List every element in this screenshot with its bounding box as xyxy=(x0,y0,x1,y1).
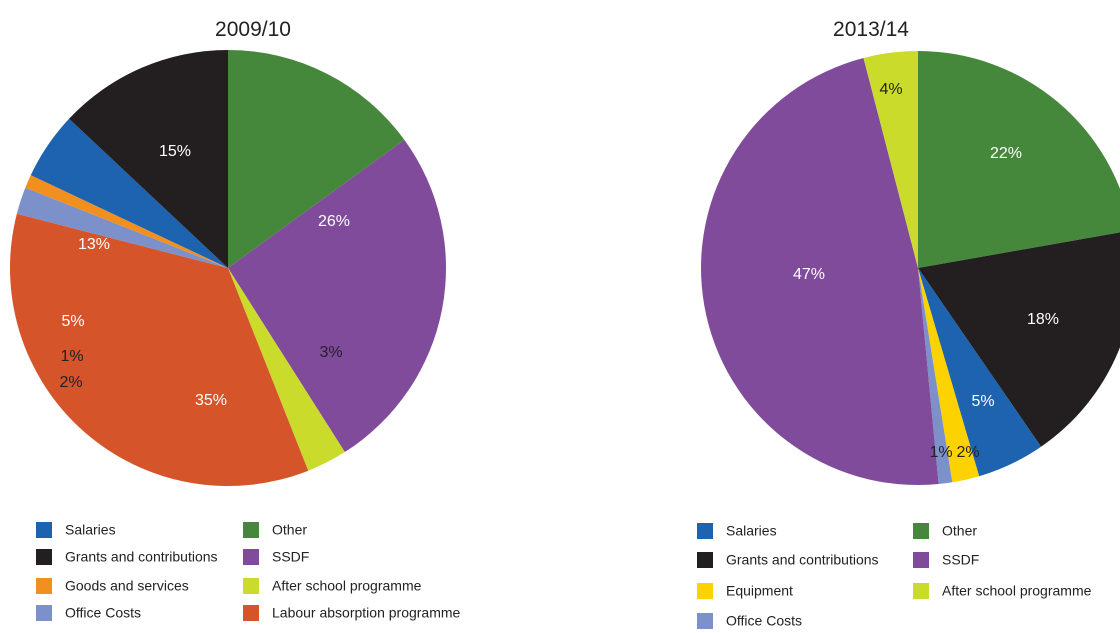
pie-slice-salaries xyxy=(30,118,228,269)
chart-title-2009-10: 2009/10 xyxy=(215,18,291,41)
legend-label-other: Other xyxy=(942,523,977,539)
slice-label-ssdf: 47% xyxy=(793,266,825,283)
legend-label-office-costs: Office Costs xyxy=(726,613,802,629)
slice-label-other: 15% xyxy=(159,143,191,160)
pie-slice-equipment xyxy=(918,268,980,483)
slice-label-after-school-programme: 3% xyxy=(319,344,342,361)
legend-label-salaries: Salaries xyxy=(65,522,116,538)
slice-label-salaries: 5% xyxy=(971,393,994,410)
slice-label-salaries: 5% xyxy=(61,313,84,330)
pie-slice-office-costs xyxy=(16,187,228,268)
pie-slice-after-school-programme xyxy=(228,268,345,471)
legend-label-ssdf: SSDF xyxy=(942,552,979,568)
slice-label-other: 22% xyxy=(990,145,1022,162)
pie-slice-grants-and-contributions xyxy=(918,232,1120,447)
legend-label-ssdf: SSDF xyxy=(272,549,309,565)
legend-swatch-equipment xyxy=(697,583,713,599)
legend-swatch-ssdf xyxy=(243,549,259,565)
pie-slice-ssdf xyxy=(228,139,447,453)
chart-title-2013-14: 2013/14 xyxy=(833,18,909,41)
legend-label-grants-and-contributions: Grants and contributions xyxy=(726,552,879,568)
slice-label-equipment: 2% xyxy=(956,444,979,461)
legend-label-grants-and-contributions: Grants and contributions xyxy=(65,549,218,565)
pie-slice-labour-absorption-programme xyxy=(10,213,309,486)
pie-slice-goods-and-services xyxy=(25,175,229,268)
legend-swatch-ssdf xyxy=(913,552,929,568)
legend-label-goods-and-services: Goods and services xyxy=(65,578,189,594)
legend-label-other: Other xyxy=(272,522,307,538)
slice-label-after-school-programme: 4% xyxy=(879,81,902,98)
slice-label-goods-and-services: 1% xyxy=(60,348,83,365)
slice-label-grants-and-contributions: 13% xyxy=(78,236,110,253)
slice-label-ssdf: 26% xyxy=(318,213,350,230)
pie-slice-other xyxy=(918,51,1120,268)
legend-2013-14: Salaries Grants and contributions Equipmen… xyxy=(697,523,1092,629)
pie-2009-10: 15% 26% 3% 35% 2% 1% 5% 13% xyxy=(10,49,447,486)
legend-swatch-office-costs xyxy=(697,613,713,629)
pie-slice-office-costs xyxy=(918,268,953,485)
legend-label-equipment: Equipment xyxy=(726,583,793,599)
legend-swatch-after-school-programme xyxy=(243,578,259,594)
legend-2009-10: Salaries Grants and contributions Goods an… xyxy=(36,522,461,621)
legend-swatch-salaries xyxy=(36,522,52,538)
pie-slice-salaries xyxy=(918,268,1042,477)
pie-2013-14: 22% 18% 5% 2%1% 47% 4% xyxy=(701,51,1120,486)
legend-swatch-grants-and-contributions xyxy=(697,552,713,568)
legend-swatch-goods-and-services xyxy=(36,578,52,594)
legend-swatch-other xyxy=(243,522,259,538)
legend-swatch-office-costs xyxy=(36,605,52,621)
slice-label-office-costs: 1% xyxy=(929,444,952,461)
pie-slice-after-school-programme xyxy=(863,51,918,268)
pie-slice-grants-and-contributions xyxy=(69,49,228,268)
legend-label-labour-absorption-programme: Labour absorption programme xyxy=(272,605,461,621)
legend-swatch-salaries xyxy=(697,523,713,539)
legend-label-after-school-programme: After school programme xyxy=(272,578,422,594)
pie-slice-ssdf xyxy=(701,57,939,486)
legend-swatch-other xyxy=(913,523,929,539)
legend-swatch-grants-and-contributions xyxy=(36,549,52,565)
legend-swatch-after-school-programme xyxy=(913,583,929,599)
slice-label-grants-and-contributions: 18% xyxy=(1027,311,1059,328)
slice-label-labour-absorption-programme: 35% xyxy=(195,392,227,409)
legend-label-office-costs: Office Costs xyxy=(65,605,141,621)
pie-slice-other xyxy=(228,49,405,268)
legend-label-salaries: Salaries xyxy=(726,523,777,539)
legend-swatch-labour-absorption-programme xyxy=(243,605,259,621)
slice-label-office-costs: 2% xyxy=(59,374,82,391)
legend-label-after-school-programme: After school programme xyxy=(942,583,1092,599)
